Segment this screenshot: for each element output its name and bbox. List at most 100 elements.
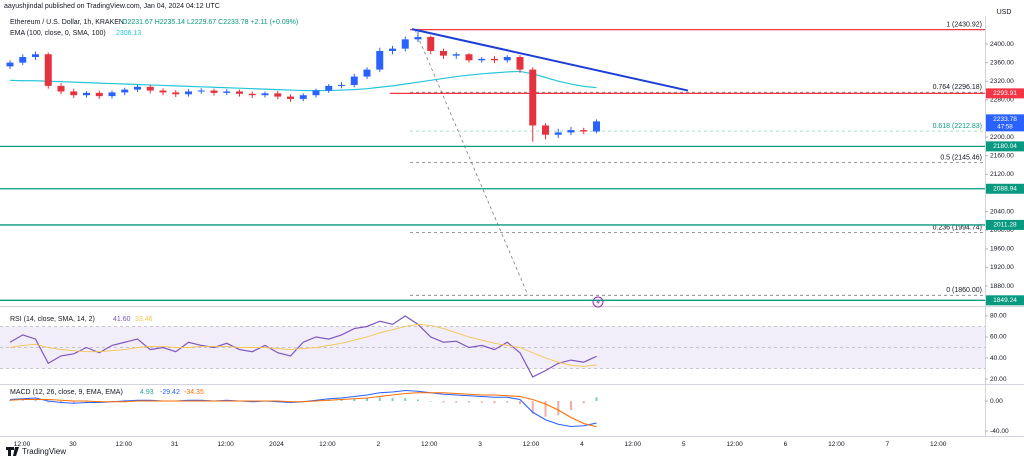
y-tick-label: 2280.00 (990, 97, 1014, 104)
trendline (411, 28, 689, 92)
level-box (986, 88, 1024, 99)
y-tick-label: 2000.00 (990, 227, 1014, 234)
macd-histogram (391, 398, 394, 401)
candle-body (57, 85, 65, 92)
x-tick-label: 12:00 (421, 441, 438, 448)
candle-body (593, 121, 600, 132)
legend-macd: MACD (12, 26, close, 9, EMA, EMA) (10, 389, 123, 396)
candle-body (185, 91, 192, 95)
x-tick-label: 7 (885, 441, 889, 448)
fib-diagonal (414, 29, 529, 296)
level-box (986, 183, 1024, 194)
macd-histogram (378, 397, 381, 401)
candle-body (223, 91, 231, 93)
macd-histogram (531, 401, 534, 414)
legend-value: -29.42 (160, 389, 180, 396)
candle-body (44, 54, 52, 86)
candle-body (440, 50, 447, 56)
level-label: 2088.94 (993, 186, 1017, 193)
macd-histogram (34, 399, 37, 401)
candle-body (401, 39, 409, 49)
candle-body (503, 57, 511, 61)
logo-text: TradingView (22, 447, 66, 456)
fib-label: 0.764 (2296.18) (933, 84, 982, 91)
y-tick-label: 40.00 (990, 355, 1007, 362)
publisher: aayushjindal published on TradingView.co… (4, 3, 220, 10)
candle-body (70, 91, 78, 96)
candle-body (363, 69, 371, 77)
candle-body (554, 132, 562, 135)
macd-histogram (557, 401, 560, 416)
x-tick-label: 12:00 (625, 441, 642, 448)
macd-histogram (480, 401, 483, 403)
level-box (986, 219, 1024, 230)
level-box (986, 295, 1024, 306)
y-tick-label: 60.00 (990, 334, 1007, 341)
candle-body (338, 84, 345, 86)
legend-ema: EMA (100, close, 0, SMA, 100) (10, 30, 106, 37)
x-tick-label: 3 (478, 441, 482, 448)
candle-body (287, 96, 294, 99)
candle-body (274, 93, 282, 97)
y-tick-label: 80.00 (990, 313, 1007, 320)
fib-label: 0.5 (2145.46) (940, 154, 982, 161)
macd-histogram (493, 401, 496, 404)
macd-histogram (442, 401, 445, 403)
macd-line (9, 392, 597, 428)
candle-body (516, 57, 524, 70)
candle-body (414, 37, 422, 40)
level-label: 1849.24 (993, 297, 1017, 304)
candle-body (134, 86, 141, 90)
legend-value: 41.60 (113, 316, 131, 323)
x-tick-label: 12:00 (217, 441, 234, 448)
fib-label: 0 (1860.00) (946, 287, 982, 294)
candle-body (465, 54, 473, 61)
candle-body (325, 85, 333, 91)
candle-body (312, 90, 320, 96)
candle-body (108, 92, 116, 97)
rsi-line (9, 323, 597, 367)
candle-body (6, 62, 14, 67)
y-tick-label: 1880.00 (990, 283, 1014, 290)
macd-histogram (353, 398, 356, 401)
x-tick-label: 31 (171, 441, 179, 448)
macd-histogram (47, 401, 50, 403)
candle-body (146, 86, 154, 91)
legend-title: Ethereum / U.S. Dollar, 1h, KRAKEN (10, 19, 124, 26)
y-tick-label: 20.00 (990, 376, 1007, 383)
x-tick-label: 12:00 (319, 441, 336, 448)
legend-value: -34.35 (184, 389, 204, 396)
candle-body (32, 54, 39, 58)
x-tick-label: 12:00 (828, 441, 845, 448)
macd-histogram (468, 401, 470, 403)
macd-histogram (455, 401, 458, 403)
candle-body (299, 95, 307, 99)
rsi-line (9, 315, 597, 378)
candle-body (452, 54, 460, 56)
macd-histogram (417, 399, 419, 401)
candle-body (121, 89, 129, 93)
x-tick-label: 12:00 (116, 441, 133, 448)
macd-histogram (544, 401, 547, 417)
candle-body (350, 76, 358, 85)
candle-body (210, 90, 218, 93)
x-tick-label: 2 (376, 441, 380, 448)
candle-body (236, 91, 243, 94)
candle-body (19, 57, 27, 63)
x-tick-label: 5 (682, 441, 686, 448)
candle-body (529, 69, 537, 126)
macd-histogram (506, 401, 509, 403)
macd-histogram (72, 401, 75, 404)
candle-body (376, 50, 384, 70)
macd-histogram (85, 401, 88, 403)
logo-icon (6, 447, 19, 456)
legend-value: 4.93 (140, 389, 154, 396)
candle-body (172, 92, 180, 95)
macd-histogram (21, 400, 24, 401)
candle-body (478, 58, 486, 61)
candle-body (197, 90, 205, 92)
candle-body (427, 37, 435, 51)
macd-histogram (582, 401, 585, 404)
legend-value: 33.46 (135, 316, 153, 323)
